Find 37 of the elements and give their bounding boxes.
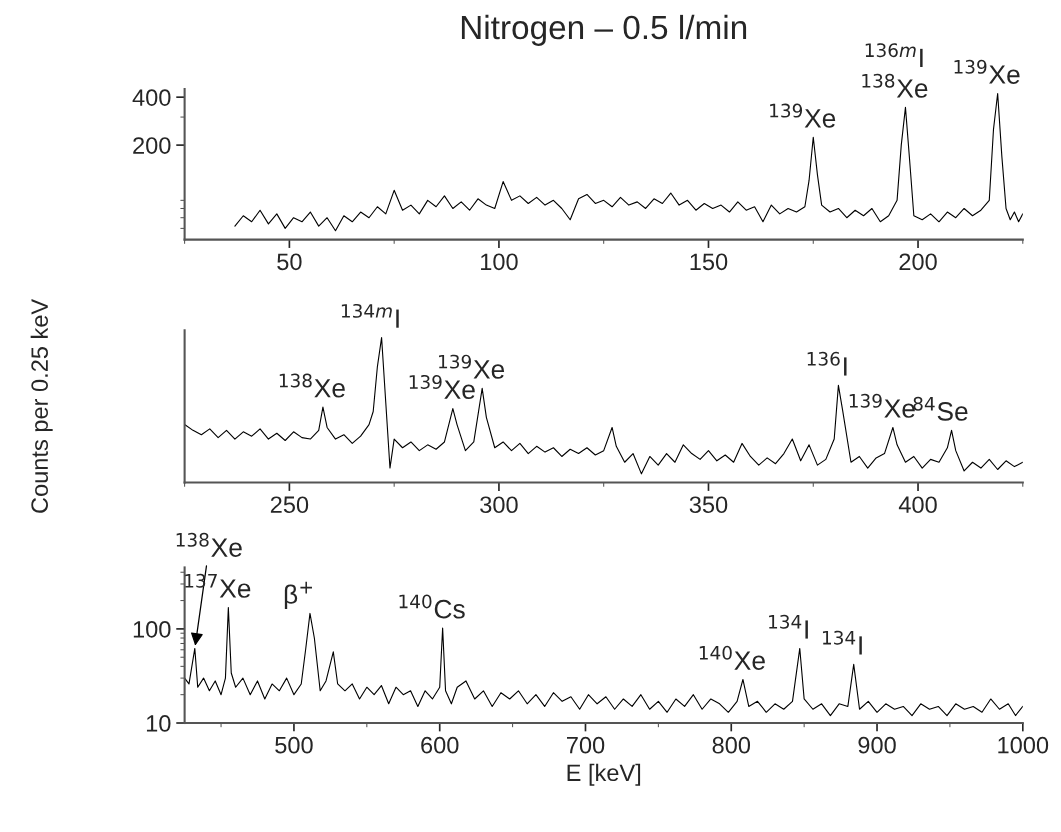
- x-tick-label: 200: [899, 253, 937, 271]
- x-tick-label: 150: [690, 253, 728, 271]
- y-tick-label: 400: [132, 89, 171, 106]
- x-tick-label: 100: [481, 253, 518, 271]
- x-tick-label: 1000: [998, 736, 1049, 754]
- annotation: $^{134}$I: [822, 630, 862, 655]
- annotation: $^{139}$Xe: [954, 59, 1020, 84]
- annotation: $^{84}$Se: [913, 396, 968, 421]
- annotation: $^{138}$Xe: [176, 532, 242, 557]
- x-tick-label: 800: [712, 736, 751, 754]
- annotation: $^{136m}$I: [865, 43, 923, 67]
- annotation: $^{136}$I: [807, 351, 847, 376]
- annotation: $^{138}$Xe: [862, 73, 928, 98]
- annotation: $^{138}$Xe: [279, 373, 345, 398]
- y-tick-label: 10: [146, 715, 171, 732]
- x-tick-label: 700: [567, 736, 605, 754]
- x-tick-label: 500: [275, 736, 313, 754]
- annotation: β$^{+}$: [284, 581, 312, 609]
- x-tick-label: 900: [858, 736, 896, 754]
- x-tick-label: 350: [689, 496, 728, 514]
- annotation: $^{134}$I: [769, 614, 808, 639]
- annotation: $^{140}$Xe: [699, 645, 765, 670]
- annotation: $^{139}$Xe: [849, 393, 915, 418]
- x-tick-label: 400: [898, 496, 937, 514]
- x-tick-label: 600: [421, 736, 459, 754]
- y-tick-label: 100: [133, 620, 171, 638]
- annotation: $^{140}$Cs: [399, 594, 465, 619]
- annotation: $^{139}$Xe: [409, 374, 475, 400]
- chart-title: Nitrogen – 0.5 l/min: [461, 14, 747, 46]
- x-tick-label: 250: [270, 496, 309, 514]
- x-tick-label: 300: [480, 496, 518, 514]
- y-tick-label: 200: [133, 137, 171, 154]
- annotation: $^{134m}$I: [341, 303, 399, 328]
- x-axis-title: E [keV]: [567, 763, 641, 786]
- annotation: $^{139}$Xe: [770, 103, 836, 128]
- x-tick-label: 50: [277, 253, 302, 271]
- y-axis-title: Counts per 0.25 keV: [30, 298, 53, 513]
